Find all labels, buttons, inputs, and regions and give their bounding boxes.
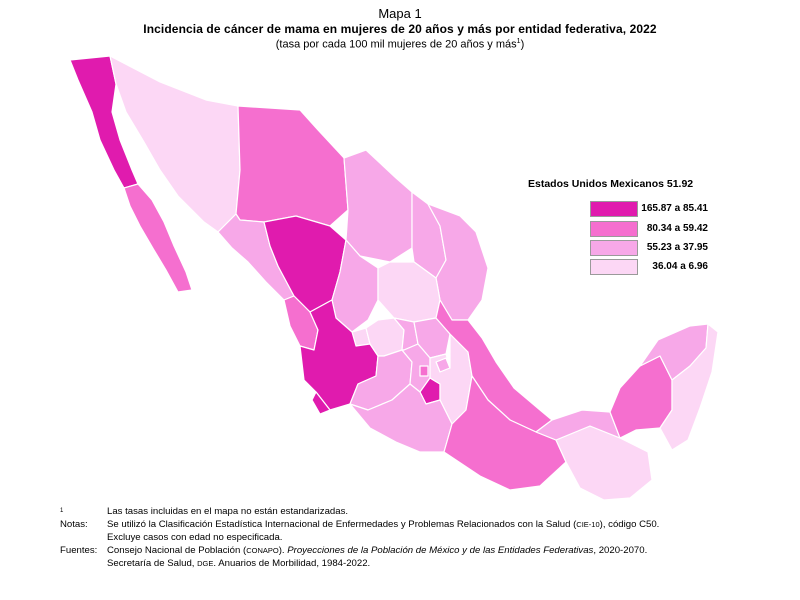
state-sonora[interactable] — [109, 55, 241, 233]
notes-row: Notas: Se utilizó la Clasificación Estad… — [60, 518, 780, 531]
state-chihuahua[interactable] — [235, 105, 349, 227]
states-layer — [69, 55, 719, 501]
sources-row: Fuentes: Consejo Nacional de Población (… — [60, 544, 780, 557]
sources-row-2: Secretaría de Salud, DGE. Anuarios de Mo… — [60, 557, 780, 570]
state-ciudad-de-mexico[interactable] — [419, 365, 429, 377]
map-subtitle: (tasa por cada 100 mil mujeres de 20 año… — [0, 38, 800, 51]
notes-text-2: Excluye casos con edad no especificada. — [107, 532, 283, 543]
legend-item: 36.04 a 6.96 — [590, 259, 740, 276]
legend-swatch — [590, 221, 638, 237]
notes-text: Se utilizó la Clasificación Estadística … — [107, 519, 660, 530]
notes-row-2: Excluye casos con edad no especificada. — [60, 531, 780, 544]
state-zacatecas[interactable] — [331, 239, 379, 333]
map-title: Incidencia de cáncer de mama en mujeres … — [143, 22, 657, 36]
sources-text-2: Secretaría de Salud, DGE. Anuarios de Mo… — [107, 558, 371, 569]
legend-swatch — [590, 240, 638, 256]
state-coahuila[interactable] — [343, 149, 413, 263]
state-baja-california-sur[interactable] — [123, 183, 193, 293]
notes-label: Notas: — [60, 519, 88, 530]
legend-label: 55.23 a 37.95 — [646, 242, 708, 253]
legend-swatch — [590, 259, 638, 275]
state-chiapas[interactable] — [555, 425, 653, 501]
footnote-1-text: Las tasas incluidas en el mapa no están … — [107, 506, 349, 517]
sources-label: Fuentes: — [60, 545, 98, 556]
legend-item: 80.34 a 59.42 — [590, 221, 740, 238]
footnote-mark: 1 — [60, 508, 64, 514]
legend-title: Estados Unidos Mexicanos 51.92 — [528, 178, 694, 190]
notes-block: 1 Las tasas incluidas en el mapa no está… — [60, 505, 780, 570]
map-number: Mapa 1 — [378, 6, 422, 21]
state-guerrero[interactable] — [349, 383, 453, 453]
footnote-1: 1 Las tasas incluidas en el mapa no está… — [60, 505, 780, 518]
legend-item: 165.87 a 85.41 — [590, 201, 740, 218]
sources-text: Consejo Nacional de Población (CONAPO). … — [107, 545, 648, 556]
state-colima[interactable] — [311, 391, 331, 415]
legend-item: 55.23 a 37.95 — [590, 240, 740, 257]
legend-label: 36.04 a 6.96 — [652, 261, 708, 272]
legend-label: 165.87 a 85.41 — [641, 203, 708, 214]
legend-swatch — [590, 201, 638, 217]
subtitle-footnote-mark: 1 — [516, 38, 521, 45]
legend-label: 80.34 a 59.42 — [646, 223, 708, 234]
map-subtitle-text: (tasa por cada 100 mil mujeres de 20 año… — [275, 38, 517, 51]
state-quintana-roo[interactable] — [659, 323, 719, 451]
map-subtitle-close: ) — [520, 38, 525, 51]
